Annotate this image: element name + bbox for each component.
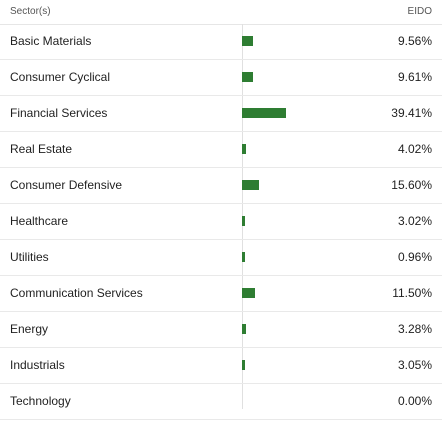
table-row: Technology 0.00% <box>0 384 442 420</box>
sector-bar <box>242 360 245 370</box>
sector-label: Consumer Defensive <box>10 178 123 192</box>
sector-weight-value: 4.02% <box>397 142 432 156</box>
sector-weight-value: 9.56% <box>397 34 432 48</box>
sector-bar <box>242 288 255 298</box>
sector-weight-value: 0.00% <box>397 394 432 408</box>
table-row: Utilities 0.96% <box>0 240 442 276</box>
bar-track <box>242 384 372 418</box>
sector-bar <box>242 324 246 334</box>
sector-weight-value: 39.41% <box>391 106 432 120</box>
bar-track <box>242 348 372 382</box>
sector-bar <box>242 36 253 46</box>
table-row: Communication Services 11.50% <box>0 276 442 312</box>
sector-bar <box>242 252 245 262</box>
sector-label: Basic Materials <box>10 34 92 48</box>
sector-weight-value: 3.28% <box>397 322 432 336</box>
table-row: Basic Materials 9.56% <box>0 24 442 60</box>
bar-track <box>242 24 372 58</box>
table-row: Industrials 3.05% <box>0 348 442 384</box>
bar-track <box>242 96 372 130</box>
sector-bar <box>242 216 245 226</box>
sector-table: Basic Materials 9.56% Consumer Cyclical 9.6… <box>0 24 442 420</box>
sector-label: Technology <box>10 394 71 408</box>
bar-track <box>242 312 372 346</box>
sector-label: Energy <box>10 322 49 336</box>
sector-label: Real Estate <box>10 142 73 156</box>
table-row: Consumer Defensive 15.60% <box>0 168 442 204</box>
sector-bar <box>242 72 253 82</box>
sector-weight-value: 15.60% <box>391 178 432 192</box>
sector-weight-value: 9.61% <box>397 70 432 84</box>
sector-weight-value: 0.96% <box>397 250 432 264</box>
table-row: Financial Services 39.41% <box>0 96 442 132</box>
sector-bar <box>242 108 286 118</box>
bar-track <box>242 168 372 202</box>
ticker-column-header: EIDO <box>407 6 432 17</box>
table-row: Healthcare 3.02% <box>0 204 442 240</box>
table-row: Consumer Cyclical 9.61% <box>0 60 442 96</box>
sector-label: Consumer Cyclical <box>10 70 111 84</box>
sector-weight-value: 3.02% <box>397 214 432 228</box>
sector-label: Communication Services <box>10 286 143 300</box>
sector-bar <box>242 144 246 154</box>
sector-weight-value: 3.05% <box>397 358 432 372</box>
sector-label: Industrials <box>10 358 65 372</box>
bar-track <box>242 204 372 238</box>
sector-label: Utilities <box>10 250 49 264</box>
sector-column-header: Sector(s) <box>10 6 51 17</box>
table-header: Sector(s) EIDO <box>0 0 442 25</box>
bar-track <box>242 276 372 310</box>
table-row: Real Estate 4.02% <box>0 132 442 168</box>
bar-track <box>242 132 372 166</box>
sector-weight-value: 11.50% <box>392 286 432 300</box>
sector-label: Financial Services <box>10 106 108 120</box>
table-row: Energy 3.28% <box>0 312 442 348</box>
bar-track <box>242 240 372 274</box>
bar-track <box>242 60 372 94</box>
sector-label: Healthcare <box>10 214 69 228</box>
sector-bar <box>242 180 259 190</box>
